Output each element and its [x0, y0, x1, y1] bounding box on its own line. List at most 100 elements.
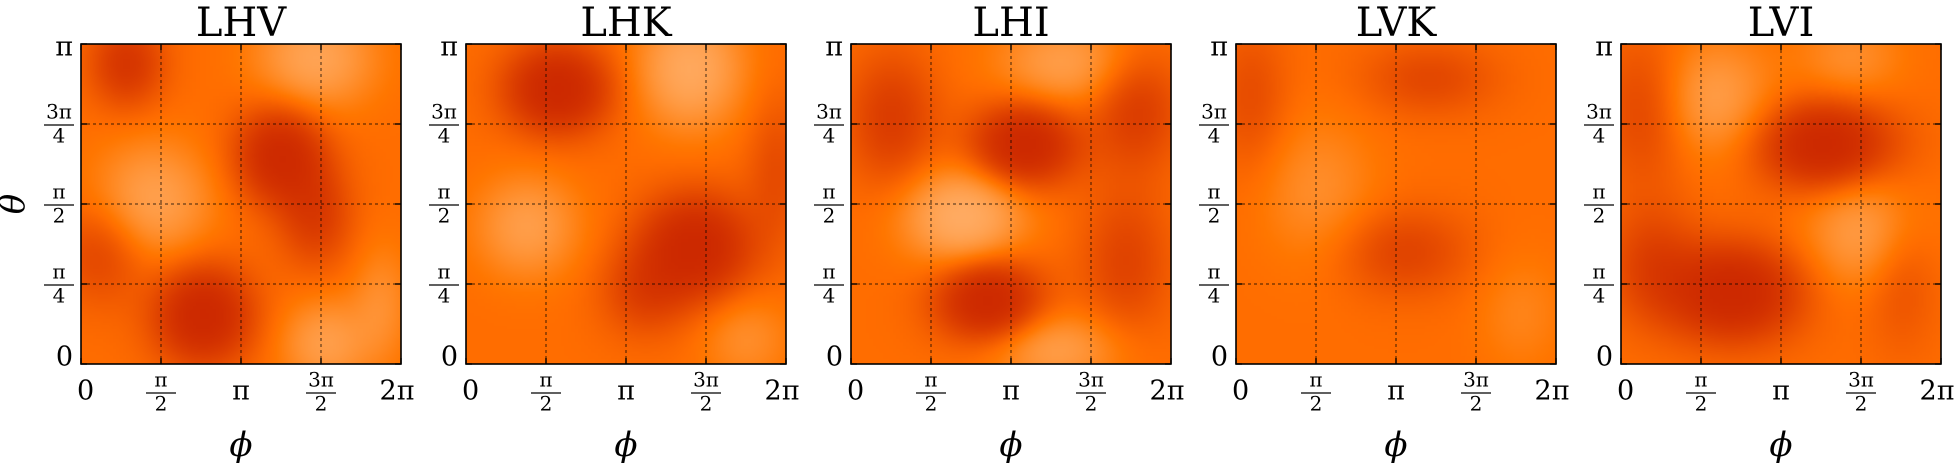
svg-text:4: 4: [1208, 284, 1221, 308]
svg-text:π: π: [822, 180, 835, 204]
x-tick-label: π: [617, 376, 635, 407]
y-tick-label: π: [55, 32, 73, 63]
x-axis-label: ϕ: [614, 425, 637, 465]
svg-text:π: π: [924, 368, 937, 392]
svg-text:3π: 3π: [46, 100, 72, 124]
x-tick-label: 3π2: [1846, 368, 1876, 416]
svg-text:2: 2: [1695, 392, 1708, 416]
x-tick-label: 3π2: [1076, 368, 1106, 416]
svg-text:π: π: [1592, 180, 1605, 204]
y-tick-label: 3π4: [1584, 100, 1614, 148]
y-tick-label: 0: [56, 342, 73, 373]
y-tick-label: π4: [1199, 260, 1229, 308]
svg-text:4: 4: [1208, 124, 1221, 148]
panel-title: LVK: [1356, 0, 1438, 46]
x-tick-label: π2: [146, 368, 176, 416]
svg-text:2: 2: [925, 392, 938, 416]
y-tick-label: π2: [1199, 180, 1229, 228]
svg-text:π: π: [52, 180, 65, 204]
svg-text:2: 2: [700, 392, 713, 416]
svg-text:3π: 3π: [431, 100, 457, 124]
panel-lhv: 0π2π3π22π0π4π23π4πLHVϕθ: [0, 0, 414, 465]
x-tick-label: π2: [1686, 368, 1716, 416]
svg-text:π: π: [154, 368, 167, 392]
y-tick-label: 3π4: [1199, 100, 1229, 148]
svg-text:2: 2: [1085, 392, 1098, 416]
svg-text:4: 4: [53, 124, 66, 148]
y-tick-label: π4: [814, 260, 844, 308]
x-tick-label: 2π: [1920, 376, 1955, 407]
y-tick-label: π: [1595, 32, 1613, 63]
panel-title: LHV: [196, 0, 287, 46]
y-tick-label: 0: [826, 342, 843, 373]
x-tick-label: 0: [1232, 376, 1249, 407]
svg-text:2: 2: [53, 204, 66, 228]
svg-text:3π: 3π: [1078, 368, 1104, 392]
svg-text:2: 2: [1208, 204, 1221, 228]
x-tick-label: 0: [462, 376, 479, 407]
x-tick-label: 0: [77, 376, 94, 407]
panel-title: LHK: [580, 0, 672, 46]
x-tick-label: 3π2: [1461, 368, 1491, 416]
svg-text:4: 4: [438, 284, 451, 308]
y-tick-label: π2: [814, 180, 844, 228]
x-tick-label: 2π: [380, 376, 415, 407]
y-tick-label: π2: [44, 180, 74, 228]
x-tick-label: 3π2: [306, 368, 336, 416]
svg-text:4: 4: [1593, 284, 1606, 308]
x-axis-label: ϕ: [1769, 425, 1792, 465]
y-tick-label: π: [440, 32, 458, 63]
y-tick-label: 3π4: [44, 100, 74, 148]
svg-text:3π: 3π: [1463, 368, 1489, 392]
svg-text:π: π: [1309, 368, 1322, 392]
svg-text:2: 2: [823, 204, 836, 228]
x-tick-label: 2π: [1150, 376, 1185, 407]
svg-text:2: 2: [155, 392, 168, 416]
x-tick-label: π2: [1301, 368, 1331, 416]
x-tick-label: 3π2: [691, 368, 721, 416]
panel-title: LHI: [972, 0, 1049, 46]
y-tick-label: 3π4: [814, 100, 844, 148]
svg-text:π: π: [1207, 180, 1220, 204]
svg-text:4: 4: [53, 284, 66, 308]
svg-text:3π: 3π: [693, 368, 719, 392]
svg-text:π: π: [437, 180, 450, 204]
y-axis-label: θ: [0, 194, 33, 214]
x-tick-label: π: [232, 376, 250, 407]
x-tick-label: π: [1002, 376, 1020, 407]
x-tick-label: π2: [531, 368, 561, 416]
svg-text:2: 2: [1310, 392, 1323, 416]
y-tick-label: 0: [1596, 342, 1613, 373]
x-tick-label: π2: [916, 368, 946, 416]
y-tick-label: π2: [429, 180, 459, 228]
panel-title: LVI: [1748, 0, 1815, 46]
svg-text:2: 2: [1855, 392, 1868, 416]
y-tick-label: π4: [44, 260, 74, 308]
svg-text:3π: 3π: [816, 100, 842, 124]
y-tick-label: 0: [441, 342, 458, 373]
svg-text:3π: 3π: [1586, 100, 1612, 124]
svg-text:2: 2: [315, 392, 328, 416]
svg-text:π: π: [52, 260, 65, 284]
x-tick-label: 2π: [765, 376, 800, 407]
svg-text:2: 2: [1593, 204, 1606, 228]
svg-text:3π: 3π: [1201, 100, 1227, 124]
svg-text:π: π: [1694, 368, 1707, 392]
svg-text:π: π: [1592, 260, 1605, 284]
svg-text:4: 4: [823, 124, 836, 148]
svg-text:4: 4: [438, 124, 451, 148]
y-tick-label: 0: [1211, 342, 1228, 373]
y-tick-label: π2: [1584, 180, 1614, 228]
y-tick-label: π4: [1584, 260, 1614, 308]
x-axis-label: ϕ: [229, 425, 252, 465]
x-axis-label: ϕ: [1384, 425, 1407, 465]
x-tick-label: 0: [1617, 376, 1634, 407]
x-tick-label: π: [1772, 376, 1790, 407]
x-axis-label: ϕ: [999, 425, 1022, 465]
svg-text:4: 4: [823, 284, 836, 308]
svg-text:π: π: [539, 368, 552, 392]
